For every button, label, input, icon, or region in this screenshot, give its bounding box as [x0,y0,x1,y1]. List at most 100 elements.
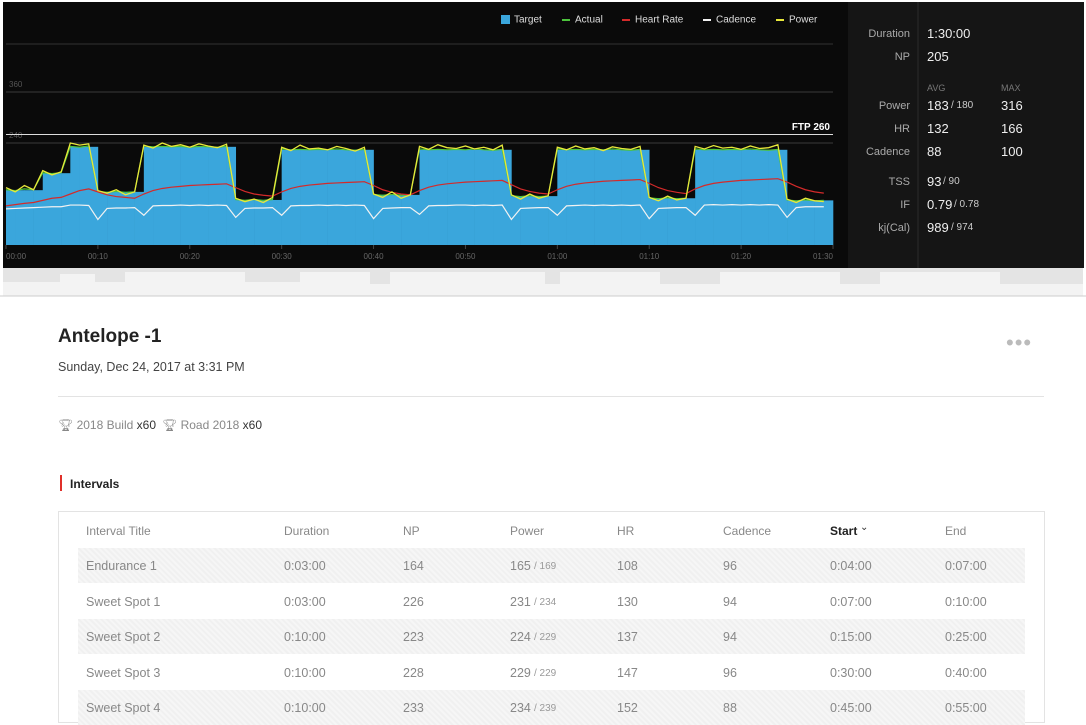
target-bar [704,149,714,245]
row-bg [78,548,1025,583]
stat-label: Power [878,100,910,112]
target-bar [254,199,264,245]
target-bar [125,191,135,245]
cell: 0:04:00 [830,559,872,573]
cell: 0:03:00 [284,594,326,609]
cell: 0:25:00 [945,630,987,644]
target-bar [428,149,439,245]
target-bar [456,149,466,245]
stat-target: / 90 [943,176,960,187]
target-bar [171,146,181,245]
row-bg [78,619,1025,654]
x-tick-label: 00:30 [272,252,293,261]
section-title: Intervals [70,477,120,491]
column-header: Interval Title [86,524,151,538]
target-bar [143,146,154,245]
target-bar [15,190,25,245]
target-bar [722,149,733,245]
target-bar [281,149,292,245]
column-header: Power [510,524,545,538]
target-bar [796,200,806,245]
column-header: NP [403,524,420,538]
target-bar [391,194,402,245]
tag-name: 2018 Build [76,418,134,432]
workout-date: Sunday, Dec 24, 2017 at 3:31 PM [58,360,245,374]
target-bar [621,149,632,245]
target-bar [759,149,769,245]
cell: Sweet Spot 1 [86,594,161,609]
target-bar [198,146,209,245]
workout-title: Antelope -1 [58,326,162,347]
x-tick-label: 00:40 [364,252,385,261]
cell: 164 [403,559,424,573]
target-bar [6,190,16,245]
sort-caret: ⌄ [860,522,869,533]
cell: 0:10:00 [284,665,326,680]
stat-value: 132 [927,121,949,136]
stat-header: AVG [927,83,946,93]
tag-name: Road 2018 [180,418,240,432]
target-bar [134,191,145,245]
cell: 231 [510,594,531,609]
target-bar [336,149,347,245]
legend-label: Target [514,15,542,26]
target-bar [208,146,218,245]
cell: 130 [617,594,638,609]
stat-label: Duration [868,28,910,40]
target-bar [364,149,374,245]
target-bar [70,146,80,245]
target-bar [318,149,328,245]
tag[interactable]: 🏆︎ 2018 Build x60 [58,418,156,432]
cell: 96 [723,665,737,680]
cell: 234 [510,701,531,715]
target-bar [437,149,448,245]
legend-swatch [501,15,510,24]
target-bar [42,173,53,245]
target-bar [474,149,485,245]
target-bar [382,194,393,245]
target-bar [649,198,659,245]
target-bar [327,149,338,245]
target-bar [630,149,641,245]
target-bar [520,196,531,245]
cell: Sweet Spot 4 [86,701,161,715]
y-tick-label: 360 [9,80,23,89]
legend-label: Heart Rate [635,15,684,26]
cell-sub: / 234 [534,596,557,608]
target-bar [805,200,815,245]
target-bar [410,194,420,245]
target-bar [787,200,797,245]
cell: 0:10:00 [945,594,987,609]
column-header: End [945,524,967,538]
cell: 96 [723,559,737,573]
chart: 240 360 00:00 00:10 00:20 00:30 00:40 00:50 01:0… [0,2,1086,297]
target-bar [640,149,650,245]
x-tick-label: 01:30 [813,252,834,261]
target-bar [226,146,237,245]
cell: 226 [403,594,424,609]
target-bar [814,200,825,245]
legend-label: Actual [575,15,603,26]
target-bar [676,198,687,245]
cell: 0:10:00 [284,630,326,644]
target-bar [97,191,108,245]
cell-sub: / 229 [534,667,557,679]
stat-value: 183 [927,98,949,113]
stat-value: 0.79 [927,197,953,212]
cell: 0:55:00 [945,701,987,715]
tag[interactable]: 🏆︎ Road 2018 x60 [162,418,262,432]
stat-label: NP [894,51,910,63]
cell: 137 [617,630,638,644]
more-menu[interactable]: ••• [1006,330,1033,355]
target-bar [658,198,668,245]
cell: 223 [403,630,424,644]
target-bar [483,149,494,245]
target-bar [741,149,751,245]
target-bar [355,149,365,245]
target-bar [51,173,62,245]
stat-value: 316 [1001,98,1023,113]
target-bar [235,199,246,245]
cell: Endurance 1 [86,559,157,573]
stat-label: kj(Cal) [878,222,910,234]
target-bar [502,149,512,245]
